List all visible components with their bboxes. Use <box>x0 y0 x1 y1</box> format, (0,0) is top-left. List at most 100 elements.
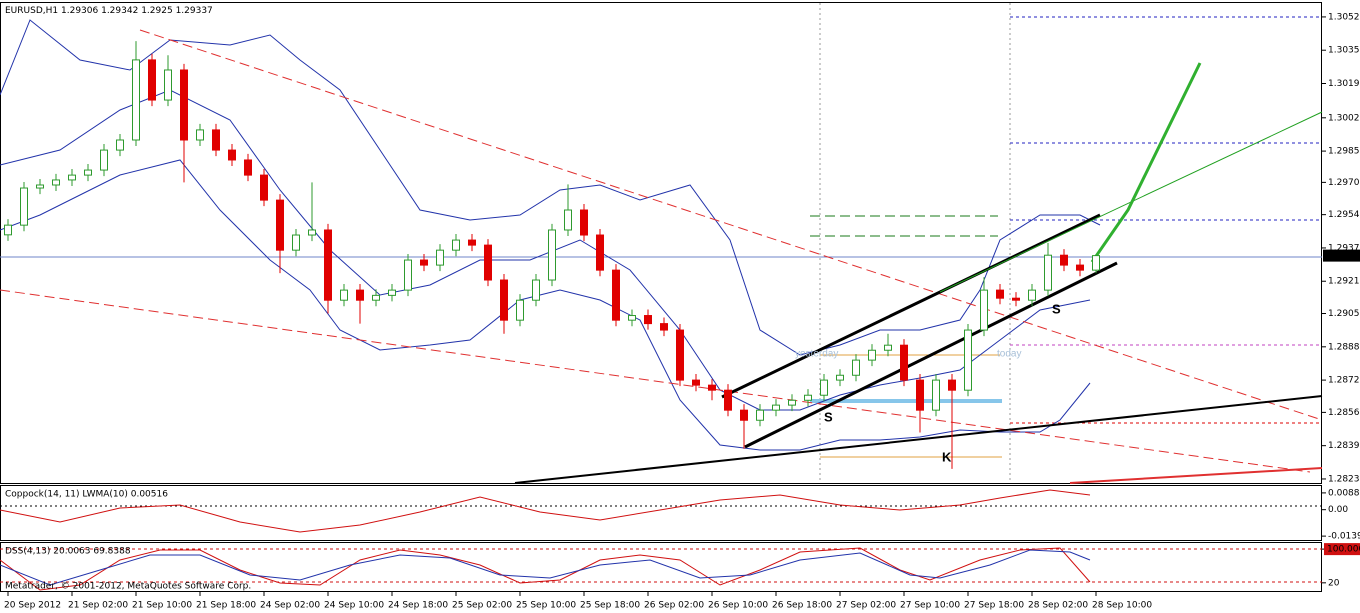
candle-body <box>276 199 284 251</box>
candle-body <box>628 315 636 321</box>
channel-upper <box>721 213 1101 399</box>
credit: Metatrader, © 2001-2012, MetaQuotes Soft… <box>5 582 251 592</box>
x-tick-label: 26 Sep 10:00 <box>708 601 768 611</box>
candle-body <box>340 289 348 301</box>
annotation: today <box>997 349 1021 360</box>
x-tick-label: 27 Sep 02:00 <box>836 601 896 611</box>
candle-body <box>1012 297 1020 301</box>
candle-body <box>228 149 236 161</box>
x-tick-label: 25 Sep 02:00 <box>452 601 512 611</box>
candle-body <box>1076 264 1084 271</box>
candle-body <box>20 187 28 226</box>
y-tick-label: 100.0000 <box>1327 545 1360 555</box>
symbol: EURUSD,H1 <box>5 6 58 16</box>
y-tick-label: 1.29700 <box>1328 178 1360 188</box>
candle-body <box>356 289 364 301</box>
x-tick-label: 24 Sep 18:00 <box>388 601 448 611</box>
y-tick-label: 0.00886 <box>1328 488 1360 498</box>
annotation: S <box>824 409 833 424</box>
candle-body <box>612 269 620 321</box>
candle-body <box>980 289 988 331</box>
candle-body <box>676 329 684 381</box>
coppock-line <box>0 489 1091 533</box>
candle-body <box>580 209 588 236</box>
candle-body <box>468 239 476 246</box>
candle-body <box>84 169 92 176</box>
candle-body <box>164 69 172 101</box>
candle-body <box>388 289 396 296</box>
candle-body <box>52 179 60 186</box>
y-tick-label: 1.29210 <box>1328 277 1360 287</box>
y-tick-label: 1.29375 <box>1328 243 1360 253</box>
dss-main <box>0 549 1091 586</box>
candle-body <box>4 224 12 236</box>
y-tick-label: 1.29540 <box>1328 210 1360 220</box>
candle-body <box>868 349 876 361</box>
bollinger-lower <box>0 159 1091 451</box>
x-tick-label: 28 Sep 10:00 <box>1092 601 1152 611</box>
price-label: 1.29337 <box>1326 251 1360 261</box>
candle-body <box>132 59 140 141</box>
candle-body <box>212 129 220 151</box>
chart-header: EURUSD,H1 1.29306 1.29342 1.2925 1.29337 <box>5 6 213 16</box>
y-tick-label: 1.30520 <box>1328 12 1360 22</box>
candle-body <box>420 259 428 266</box>
y-tick-label: 20 <box>1328 578 1340 588</box>
candle-body <box>820 379 828 396</box>
candle-body <box>548 229 556 281</box>
bollinger-upper <box>0 19 1101 356</box>
candle-body <box>852 359 860 376</box>
y-tick-label: 1.28395 <box>1328 441 1360 451</box>
y-tick-label: 1.30190 <box>1328 79 1360 89</box>
y-tick-label: 1.28560 <box>1328 408 1360 418</box>
y-tick-label: 1.29050 <box>1328 309 1360 319</box>
price-label-box <box>1323 249 1360 262</box>
candle-body <box>1092 255 1100 271</box>
candle-body <box>564 209 572 231</box>
candle-body <box>308 229 316 236</box>
candle-body <box>836 374 844 381</box>
candle-body <box>724 389 732 411</box>
candle-body <box>916 379 924 411</box>
candle-body <box>180 69 188 141</box>
dss-frame <box>0 542 1322 592</box>
candle-body <box>644 315 652 325</box>
candle-body <box>948 379 956 391</box>
candle-body <box>788 399 796 406</box>
main-frame <box>0 2 1322 484</box>
x-tick-label: 21 Sep 18:00 <box>196 601 256 611</box>
candle-body <box>756 409 764 421</box>
candles <box>4 41 1100 469</box>
candle-body <box>996 289 1004 299</box>
candle-body <box>148 59 156 101</box>
y-tick-label: 1.30355 <box>1328 46 1360 56</box>
y-tick-label: 1.30020 <box>1328 113 1360 123</box>
y-tick-label: 1.28230 <box>1328 474 1360 484</box>
candle-body <box>932 379 940 411</box>
candle-body <box>324 229 332 301</box>
close-value: 1.29337 <box>176 6 213 16</box>
candle-body <box>516 299 524 321</box>
x-tick-label: 21 Sep 10:00 <box>132 601 192 611</box>
candle-body <box>964 329 972 391</box>
trend-line <box>514 395 1323 484</box>
x-tick-label: 26 Sep 02:00 <box>644 601 704 611</box>
candle-body <box>436 249 444 266</box>
x-tick-label: 20 Sep 2012 <box>4 601 61 611</box>
y-label-box <box>1324 543 1360 556</box>
candle-body <box>900 344 908 381</box>
bollinger-middle <box>0 89 1091 411</box>
coppock-frame <box>0 485 1322 541</box>
candle-body <box>452 239 460 251</box>
candle-body <box>100 149 108 171</box>
trend-line <box>0 289 1311 473</box>
x-tick-label: 28 Sep 02:00 <box>1028 601 1088 611</box>
open-value: 1.29306 <box>61 6 98 16</box>
x-tick-label: 24 Sep 02:00 <box>260 601 320 611</box>
trend-line <box>1069 467 1323 484</box>
y-tick-label: 0.00 <box>1328 505 1348 515</box>
y-tick-label: -0.01395 <box>1328 532 1360 542</box>
